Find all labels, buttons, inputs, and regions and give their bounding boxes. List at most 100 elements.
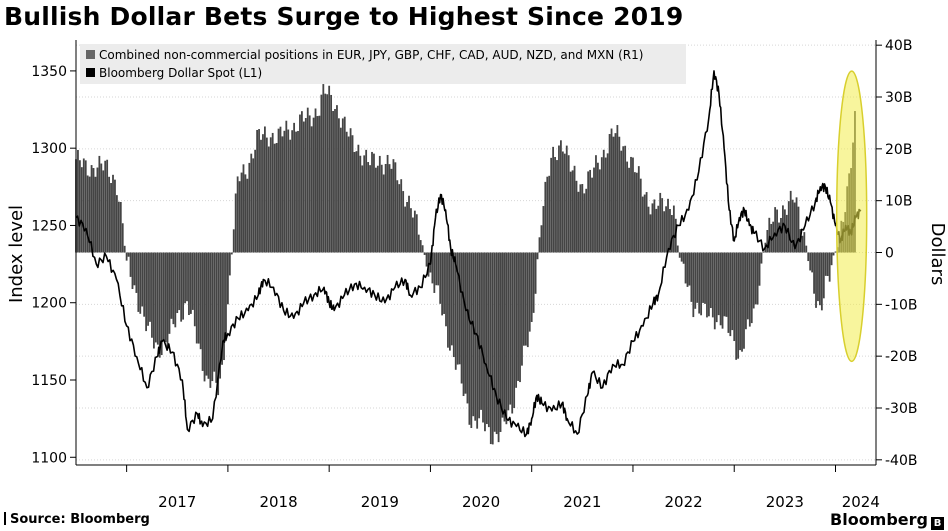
- legend-label-line: Bloomberg Dollar Spot (L1): [99, 66, 262, 80]
- bar: [117, 201, 120, 253]
- bar: [717, 252, 720, 316]
- bar: [672, 205, 675, 253]
- bar: [246, 178, 249, 253]
- bar: [189, 252, 192, 314]
- dollar-index-line: [75, 70, 862, 438]
- bar: [402, 191, 405, 253]
- bar: [339, 127, 342, 253]
- bar: [160, 252, 163, 356]
- bar: [536, 252, 539, 260]
- bar: [614, 133, 617, 253]
- bar: [299, 114, 301, 253]
- bar: [345, 131, 348, 253]
- bar: [205, 252, 208, 376]
- bar: [688, 252, 691, 286]
- bar: [641, 196, 644, 253]
- bar: [725, 252, 728, 317]
- bar: [526, 252, 529, 348]
- bar: [213, 252, 216, 372]
- bar: [593, 167, 595, 253]
- bar: [413, 210, 416, 253]
- left-tick-label: 1300: [31, 141, 67, 157]
- chart-title: Bullish Dollar Bets Surge to Highest Sin…: [4, 2, 684, 31]
- bar: [102, 170, 105, 253]
- bar: [254, 149, 257, 253]
- bar: [554, 157, 556, 253]
- bar: [780, 217, 782, 253]
- bar: [591, 177, 593, 253]
- bar: [700, 252, 703, 316]
- bar: [322, 84, 325, 253]
- bar: [709, 252, 712, 309]
- x-tick-label: 2024: [842, 493, 880, 511]
- bar: [550, 157, 553, 253]
- highlight-ellipse: [835, 70, 868, 363]
- line-layer: [75, 70, 862, 438]
- bar: [513, 252, 516, 408]
- bar: [343, 116, 346, 253]
- bar: [530, 252, 533, 322]
- bar: [244, 174, 247, 253]
- bar: [750, 252, 753, 324]
- bar: [458, 252, 461, 365]
- bar: [384, 163, 387, 253]
- bar: [127, 252, 130, 257]
- bar: [293, 122, 296, 253]
- bar: [108, 176, 111, 253]
- bar: [201, 252, 204, 371]
- bar: [556, 160, 558, 253]
- bar: [158, 252, 161, 358]
- bar: [733, 252, 736, 342]
- bar: [684, 252, 687, 284]
- bar: [754, 252, 757, 305]
- bar: [338, 118, 340, 253]
- bar: [546, 176, 549, 253]
- left-tick-label: 1150: [31, 373, 67, 389]
- right-tick-label: 40B: [885, 38, 912, 54]
- source-note: Source: Bloomberg: [4, 512, 150, 527]
- bar: [635, 172, 638, 253]
- bar: [223, 252, 225, 361]
- bar: [433, 252, 436, 293]
- bar: [281, 136, 284, 253]
- bar: [505, 252, 508, 425]
- bar: [162, 252, 165, 341]
- bar: [768, 217, 771, 253]
- bar: [486, 252, 488, 425]
- left-tick-label: 1100: [31, 450, 67, 466]
- bar: [708, 252, 710, 317]
- right-axis-label: Dollars: [927, 223, 948, 286]
- bar: [834, 251, 837, 253]
- bar: [265, 137, 268, 253]
- bar: [811, 252, 814, 273]
- bar: [552, 146, 555, 253]
- bar: [509, 252, 512, 405]
- bar: [597, 162, 599, 253]
- bar: [318, 115, 321, 253]
- bar: [332, 111, 334, 253]
- bar: [713, 252, 716, 330]
- right-tick-label: -40B: [885, 453, 917, 469]
- bar: [721, 252, 724, 329]
- bar: [98, 155, 101, 253]
- bar: [676, 245, 679, 253]
- bar: [392, 159, 395, 253]
- bar: [602, 149, 605, 253]
- bar: [404, 206, 407, 253]
- bar: [813, 252, 815, 294]
- bar: [186, 252, 188, 302]
- bar: [511, 252, 514, 414]
- bar: [589, 169, 592, 253]
- bar: [137, 252, 140, 312]
- bar: [655, 208, 658, 253]
- bar: [577, 191, 580, 253]
- bar: [487, 252, 490, 428]
- bar: [618, 136, 621, 253]
- bar: [129, 252, 132, 277]
- bar: [491, 252, 494, 445]
- bar: [620, 150, 623, 253]
- bar: [193, 252, 196, 327]
- right-tick-label: 0: [885, 246, 894, 262]
- bar: [563, 153, 566, 253]
- bar: [723, 252, 726, 317]
